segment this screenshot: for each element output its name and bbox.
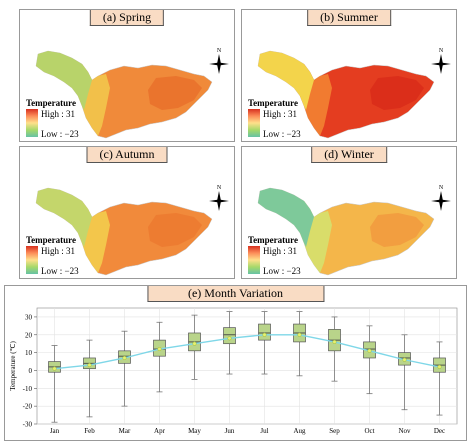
- legend-low: Low : −23: [41, 266, 79, 276]
- x-tick-label: Mar: [119, 427, 131, 435]
- compass-label: N: [217, 48, 222, 54]
- map-panel-summer: (b) Summer Temperature High : 31 Low : −…: [241, 9, 457, 142]
- basin-region-west: [258, 188, 314, 247]
- y-tick-label: -30: [23, 421, 33, 429]
- month-variation-boxplot: -30 -20 -10 0 10 20 30 Jan Feb Mar Apr May Jun Jul Aug…: [9, 307, 458, 435]
- legend-color-bar: [26, 109, 38, 137]
- mean-point: [367, 348, 372, 353]
- mean-point: [157, 346, 162, 352]
- y-tick-label: -10: [23, 385, 33, 393]
- mean-point: [332, 339, 337, 344]
- x-tick-label: Sep: [329, 427, 340, 435]
- map-panel-spring: (a) Spring Temperature High : 31 Low : −…: [19, 9, 235, 142]
- basin-map: [35, 187, 213, 276]
- panel-title: (d) Winter: [311, 147, 387, 163]
- y-tick-label: 10: [25, 349, 33, 357]
- panel-title: (b) Summer: [307, 10, 391, 26]
- legend-title: Temperature: [26, 235, 76, 245]
- legend-low: Low : −23: [263, 129, 301, 139]
- x-tick-label: Jan: [50, 427, 60, 435]
- basin-region-hot: [148, 76, 202, 110]
- legend-high: High : 31: [263, 109, 298, 119]
- panel-title: (c) Autumn: [86, 147, 168, 163]
- y-tick-label: 20: [25, 331, 33, 339]
- x-tick-label: Oct: [364, 427, 374, 435]
- plot-area: [36, 307, 458, 425]
- x-tick-label: May: [188, 427, 201, 435]
- y-tick-label: -20: [23, 403, 33, 411]
- mean-line: [54, 334, 440, 370]
- map-spring: [35, 50, 213, 139]
- mean-point: [122, 355, 127, 361]
- x-tick-label: Aug: [293, 427, 306, 435]
- legend-color-bar: [248, 109, 260, 137]
- map-panel-autumn: (c) Autumn Temperature High : 31 Low : −…: [19, 146, 235, 279]
- basin-region-west: [36, 51, 92, 110]
- north-arrow-icon: N: [209, 48, 229, 74]
- mean-point: [402, 357, 407, 362]
- x-tick-label: Jun: [225, 427, 235, 435]
- legend: Temperature High : 31 Low : −23: [248, 98, 328, 140]
- basin-map: [257, 50, 435, 139]
- y-tick-label: 0: [29, 367, 33, 375]
- mean-point: [192, 341, 197, 346]
- mean-point: [437, 364, 442, 369]
- north-arrow-icon: N: [431, 185, 451, 211]
- box-oct: [363, 325, 376, 395]
- basin-region-hot: [370, 76, 424, 110]
- legend: Temperature High : 31 Low : −23: [26, 98, 106, 140]
- compass-label: N: [439, 48, 444, 54]
- legend-color-bar: [26, 246, 38, 274]
- chart-title: (e) Month Variation: [146, 286, 325, 302]
- legend-title: Temperature: [248, 235, 298, 245]
- legend-low: Low : −23: [41, 129, 79, 139]
- map-panel-winter: (d) Winter Temperature High : 31 Low : −…: [241, 146, 457, 279]
- basin-map: [257, 187, 435, 276]
- north-arrow-icon: N: [209, 185, 229, 211]
- basin-region-west: [36, 188, 92, 247]
- legend-color-bar: [248, 246, 260, 274]
- x-tick-label: Apr: [154, 427, 166, 435]
- box-iqr: [258, 323, 271, 341]
- legend-low: Low : −23: [263, 266, 301, 276]
- mean-point: [87, 363, 92, 368]
- mean-point: [297, 332, 302, 337]
- box-iqr: [223, 327, 236, 345]
- basin-map: [35, 50, 213, 139]
- map-winter: [257, 187, 435, 276]
- mean-point: [227, 336, 232, 341]
- x-tick-label: Jul: [260, 427, 268, 435]
- x-tick-label: Dec: [434, 427, 445, 435]
- mean-point: [262, 332, 267, 337]
- x-tick-label: Feb: [84, 427, 95, 435]
- y-tick-label: 30: [25, 313, 33, 321]
- legend-high: High : 31: [263, 246, 298, 256]
- box-jun: [223, 311, 236, 375]
- legend-title: Temperature: [26, 98, 76, 108]
- compass-label: N: [217, 185, 222, 191]
- basin-region-hot: [370, 213, 424, 247]
- legend: Temperature High : 31 Low : −23: [26, 235, 106, 277]
- x-tick-label: Nov: [398, 427, 411, 435]
- chart-panel-month-variation: (e) Month Variation -30 -20 -10 0 10 20 30 Jan F…: [4, 285, 467, 441]
- basin-region-west: [258, 51, 314, 110]
- legend-high: High : 31: [41, 246, 76, 256]
- y-axis-label: Temperature (℃): [9, 341, 17, 391]
- mean-point: [52, 366, 57, 371]
- basin-region-hot: [148, 213, 202, 247]
- panel-title: (a) Spring: [89, 10, 165, 26]
- legend: Temperature High : 31 Low : −23: [248, 235, 328, 277]
- legend-high: High : 31: [41, 109, 76, 119]
- compass-label: N: [439, 185, 444, 191]
- north-arrow-icon: N: [431, 48, 451, 74]
- legend-title: Temperature: [248, 98, 298, 108]
- map-summer: [257, 50, 435, 139]
- map-autumn: [35, 187, 213, 276]
